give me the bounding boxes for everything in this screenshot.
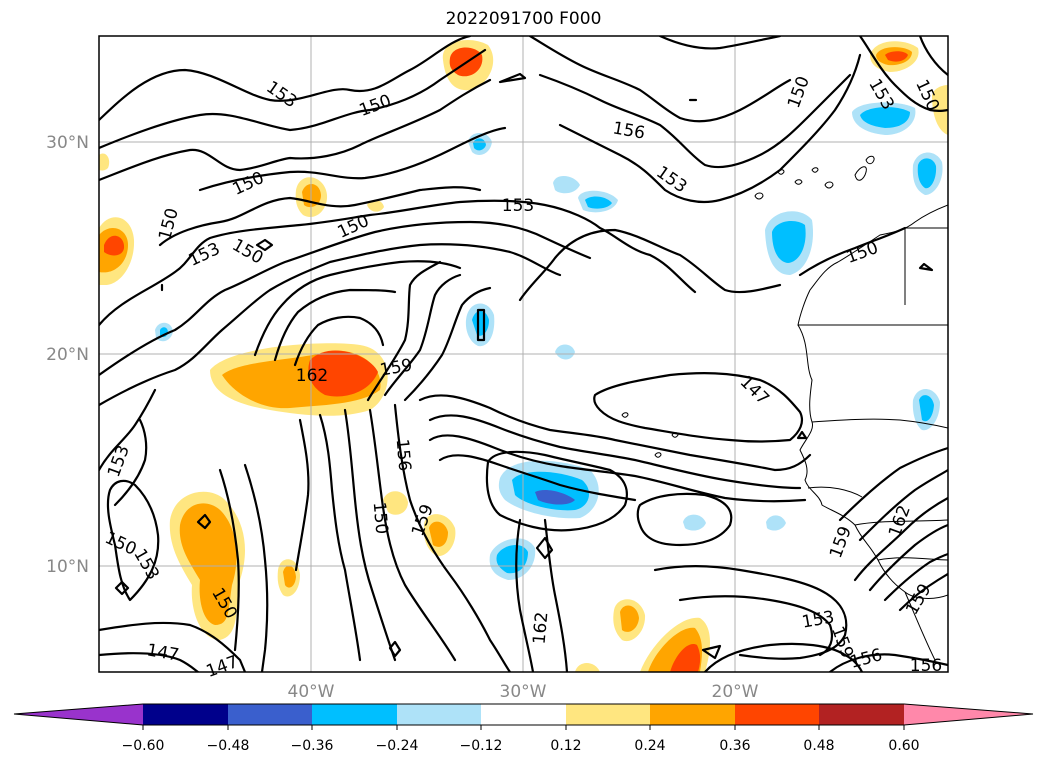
- colorbar-segment: [397, 704, 481, 725]
- contour-label: 153: [502, 196, 534, 216]
- lat-label-20n: 20°N: [46, 345, 89, 365]
- contour-label: 150: [229, 168, 267, 200]
- contour-label: 156: [910, 656, 942, 676]
- colorbar-segment: [312, 704, 397, 725]
- colorbar-tick-label: −0.36: [291, 738, 334, 754]
- colorbar-segment: [481, 704, 566, 725]
- colorbar-tick-label: 0.60: [888, 738, 919, 754]
- lat-label-30n: 30°N: [46, 133, 89, 153]
- colorbar: −0.60 −0.48 −0.36 −0.24 −0.12 0.12 0.24 …: [13, 703, 1034, 754]
- contour-label: 150: [155, 206, 183, 243]
- gridlines: [99, 36, 948, 672]
- contour-label: 159: [826, 524, 856, 561]
- contour-label: 162: [530, 611, 553, 645]
- contour-label: 159: [378, 355, 413, 380]
- lon-label-30w: 30°W: [500, 682, 547, 702]
- contour-label: 153: [185, 239, 223, 271]
- colorbar-segment: [228, 704, 312, 725]
- colorbar-segment: [735, 704, 819, 725]
- contour-label: 156: [611, 118, 646, 143]
- contour-label: 162: [885, 503, 915, 540]
- colorbar-segment: [143, 704, 228, 725]
- contour-label: 147: [145, 640, 180, 665]
- contour-label: 147: [204, 652, 241, 682]
- lon-label-40w: 40°W: [288, 682, 335, 702]
- contour-label: 150: [369, 501, 392, 535]
- contour-label: 150: [228, 235, 266, 269]
- colorbar-tick-label: 0.36: [719, 738, 750, 754]
- colorbar-segment: [14, 704, 143, 725]
- colorbar-segment: [819, 704, 904, 725]
- longitude-labels: 40°W 30°W 20°W: [288, 682, 759, 702]
- negative-anomaly-patches: [155, 102, 943, 580]
- colorbar-tick-label: −0.24: [376, 738, 419, 754]
- contour-label: 150: [784, 74, 814, 111]
- contour-label: 150: [844, 238, 881, 268]
- colorbar-segment: [904, 704, 1033, 725]
- lat-label-10n: 10°N: [46, 557, 89, 577]
- shaded-field: [99, 40, 948, 672]
- colorbar-tick-label: 0.12: [550, 738, 581, 754]
- map-frame: [98, 35, 949, 673]
- contour-label: 162: [296, 366, 328, 386]
- contour-label: 147: [736, 372, 773, 409]
- contour-label: 156: [392, 438, 415, 472]
- lon-label-20w: 20°W: [712, 682, 759, 702]
- positive-anomaly-patches: [99, 40, 948, 672]
- coastlines: [621, 155, 948, 661]
- colorbar-ticks: [142, 725, 905, 730]
- contour-label: 153: [262, 77, 300, 112]
- colorbar-tick-label: 0.48: [803, 738, 834, 754]
- colorbar-tick-label: −0.48: [207, 738, 250, 754]
- contour-label: 153: [652, 162, 690, 197]
- colorbar-tick-label: 0.24: [634, 738, 665, 754]
- latitude-labels: 30°N 20°N 10°N: [46, 133, 89, 577]
- map-title: 2022091700 F000: [445, 9, 602, 29]
- colorbar-segment: [566, 704, 650, 725]
- height-contours: [99, 36, 948, 672]
- colorbar-tick-label: −0.12: [460, 738, 503, 754]
- contour-label: 150: [357, 91, 394, 121]
- colorbar-tick-label: −0.60: [122, 738, 165, 754]
- contour-label: 153: [104, 443, 134, 480]
- colorbar-segment: [650, 704, 735, 725]
